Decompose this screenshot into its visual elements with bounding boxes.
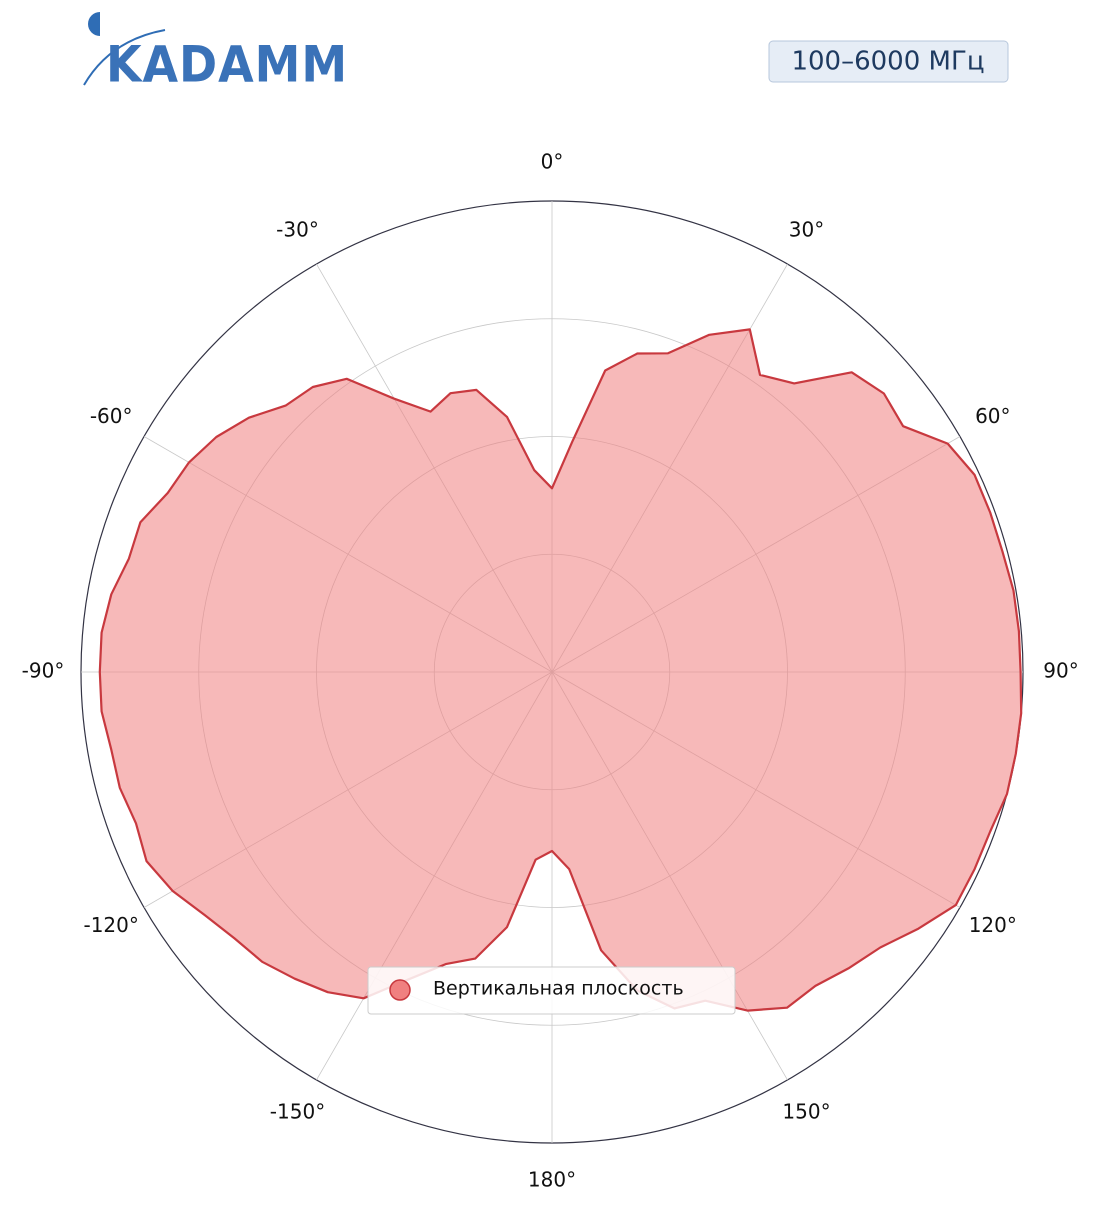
theta-tick-label: -150° <box>270 1099 325 1123</box>
theta-tick-label: -60° <box>90 404 133 428</box>
badge-text: 100–6000 МГц <box>791 47 984 77</box>
theta-tick-label: 150° <box>782 1099 830 1123</box>
theta-tick-label: -120° <box>83 913 138 937</box>
theta-tick-label: 0° <box>541 150 564 174</box>
legend-box <box>367 966 736 1015</box>
theta-tick-label: 30° <box>789 218 824 242</box>
area <box>98 328 1023 1012</box>
logo-icon <box>88 12 100 36</box>
legend-label: Вертикальная плоскость <box>433 978 684 1000</box>
theta-tick-label: 90° <box>1043 659 1078 683</box>
theta-tick-label: -90° <box>22 659 65 683</box>
theta-tick-label: 120° <box>969 913 1017 937</box>
badge-box <box>768 40 1009 83</box>
theta-tick-label: 60° <box>975 404 1010 428</box>
logo: KADAMM <box>83 12 348 94</box>
theta-tick-label: 180° <box>528 1168 576 1192</box>
legend: Вертикальная плоскость <box>367 966 736 1015</box>
logo-arc <box>83 29 166 86</box>
legend-marker <box>389 979 411 1001</box>
logo-text: KADAMM <box>106 36 348 94</box>
theta-tick-label: -30° <box>276 218 319 242</box>
